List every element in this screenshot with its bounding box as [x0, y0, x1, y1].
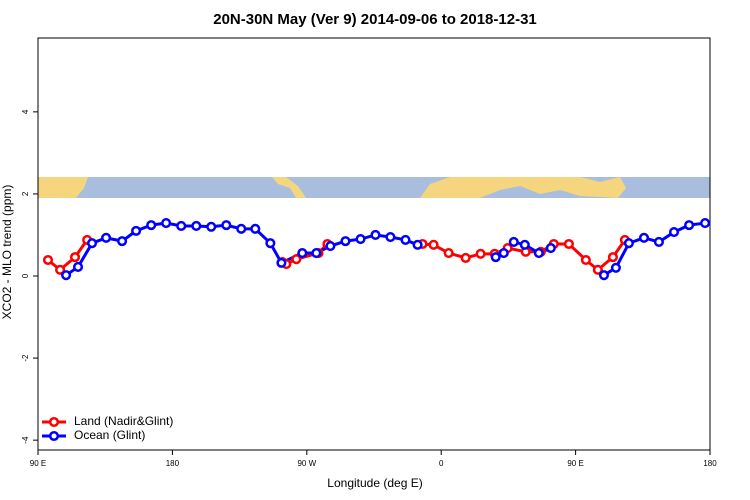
- y-tick-label: 0: [21, 273, 30, 278]
- point: [325, 241, 336, 252]
- y-axis-label: XCO2 - MLO trend (ppm): [0, 185, 14, 320]
- point: [311, 247, 322, 259]
- point: [87, 238, 98, 249]
- point: [117, 236, 128, 247]
- y-tick-label: 2: [21, 191, 30, 196]
- point: [475, 248, 486, 259]
- point: [533, 247, 544, 259]
- plot-frame: [37, 37, 711, 451]
- x-tick-label: 180: [166, 459, 180, 468]
- point: [428, 239, 439, 250]
- point: [72, 261, 84, 273]
- point: [206, 221, 217, 232]
- point: [276, 257, 287, 268]
- point: [563, 238, 574, 250]
- x-tick-label: 180: [703, 459, 717, 468]
- point: [460, 252, 471, 264]
- point: [598, 270, 610, 281]
- map-strip: [38, 177, 710, 198]
- point: [42, 254, 54, 266]
- legend-label: Land (Nadir&Glint): [74, 414, 173, 428]
- point: [55, 264, 66, 275]
- point: [131, 225, 142, 236]
- point: [236, 223, 247, 234]
- y-tick-label: -4: [21, 436, 30, 444]
- series-line: [65, 221, 706, 277]
- legend-marker: [48, 430, 60, 442]
- x-tick-label: 90 E: [567, 459, 583, 468]
- point: [607, 252, 618, 263]
- point: [545, 243, 556, 254]
- point: [653, 236, 664, 247]
- point: [412, 239, 423, 250]
- point: [340, 236, 351, 247]
- legend-label: Ocean (Glint): [74, 428, 145, 442]
- point: [146, 220, 157, 231]
- chart-title: 20N-30N May (Ver 9) 2014-09-06 to 2018-1…: [213, 11, 537, 28]
- x-tick-label: 90 E: [30, 459, 46, 468]
- x-axis-label: Longitude (deg E): [327, 476, 422, 490]
- point: [519, 239, 530, 250]
- point: [684, 220, 695, 231]
- point: [668, 227, 680, 238]
- x-tick-label: 90 W: [297, 459, 316, 468]
- point: [101, 232, 112, 243]
- point: [370, 229, 381, 241]
- x-tick-label: 0: [439, 459, 444, 468]
- point: [176, 220, 187, 231]
- legend-marker: [48, 416, 60, 428]
- point: [61, 270, 72, 281]
- point: [498, 247, 509, 259]
- y-tick-label: -2: [21, 354, 30, 362]
- point: [638, 232, 650, 243]
- point: [700, 218, 711, 229]
- point: [580, 254, 591, 266]
- point: [221, 220, 232, 231]
- point: [250, 223, 261, 234]
- point: [443, 247, 454, 259]
- point: [610, 262, 621, 273]
- point: [297, 247, 308, 259]
- point: [291, 254, 302, 265]
- point: [69, 252, 81, 263]
- point: [265, 238, 276, 249]
- point: [400, 234, 411, 245]
- point: [508, 236, 519, 247]
- point: [191, 220, 202, 231]
- point: [490, 252, 501, 263]
- point: [161, 218, 172, 229]
- point: [355, 234, 366, 245]
- point: [592, 264, 603, 275]
- y-tick-label: 4: [21, 109, 30, 114]
- point: [385, 231, 396, 243]
- point: [623, 238, 634, 249]
